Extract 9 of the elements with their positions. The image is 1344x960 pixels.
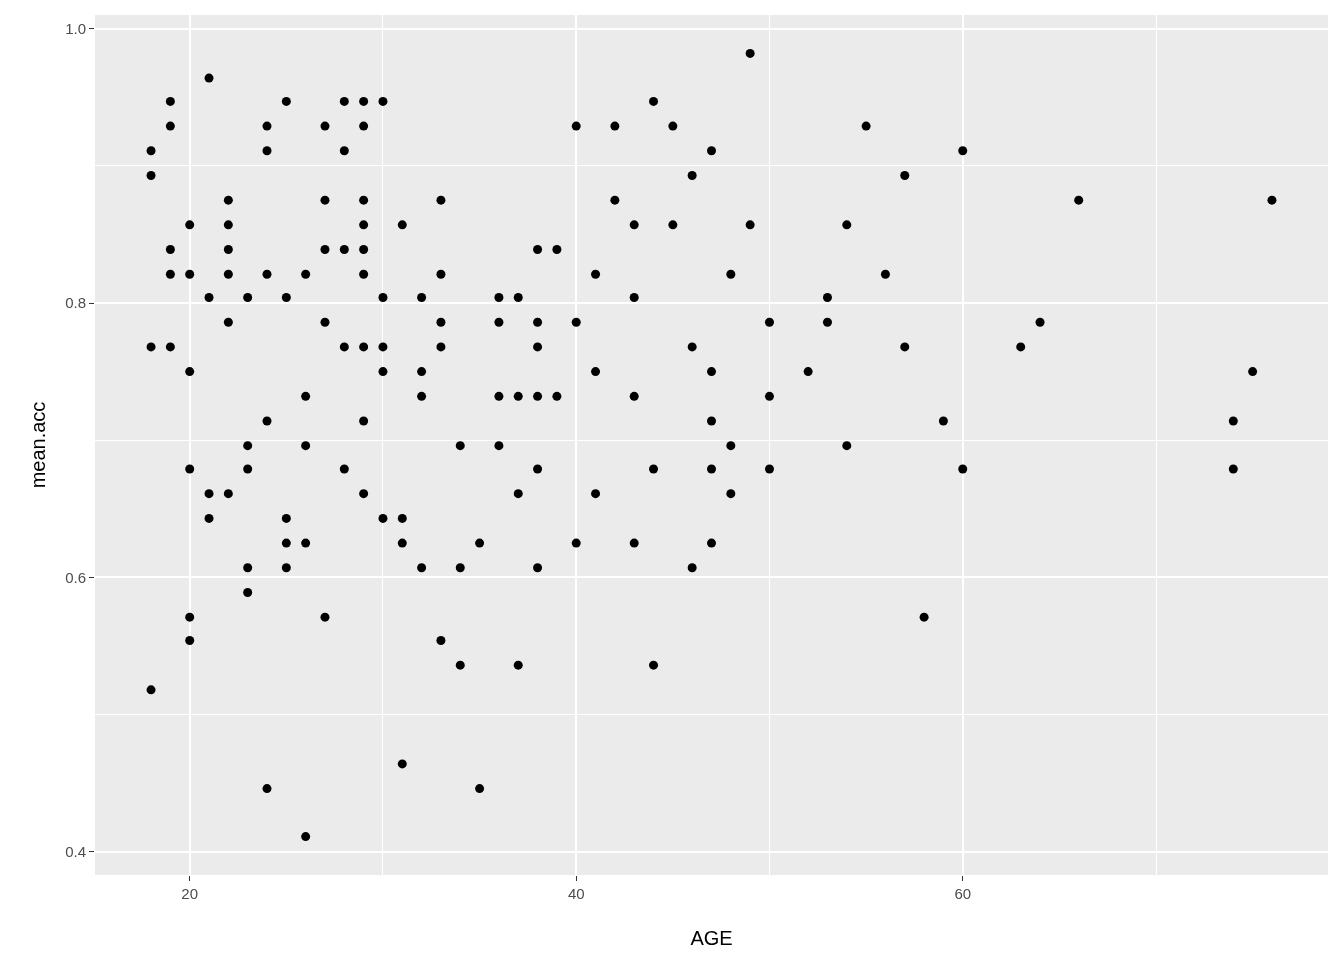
x-tick-label: 40 (567, 885, 585, 902)
y-tick-label: 0.8 (65, 294, 86, 312)
x-axis-title: AGE (690, 927, 733, 949)
y-axis-title: mean.acc (27, 401, 49, 489)
x-tick-label: 20 (181, 885, 199, 902)
x-tick-label: 60 (954, 885, 972, 902)
y-tick-label: 0.6 (65, 568, 86, 586)
y-tick-label: 0.4 (65, 842, 86, 860)
y-tick-label: 1.0 (65, 19, 86, 37)
